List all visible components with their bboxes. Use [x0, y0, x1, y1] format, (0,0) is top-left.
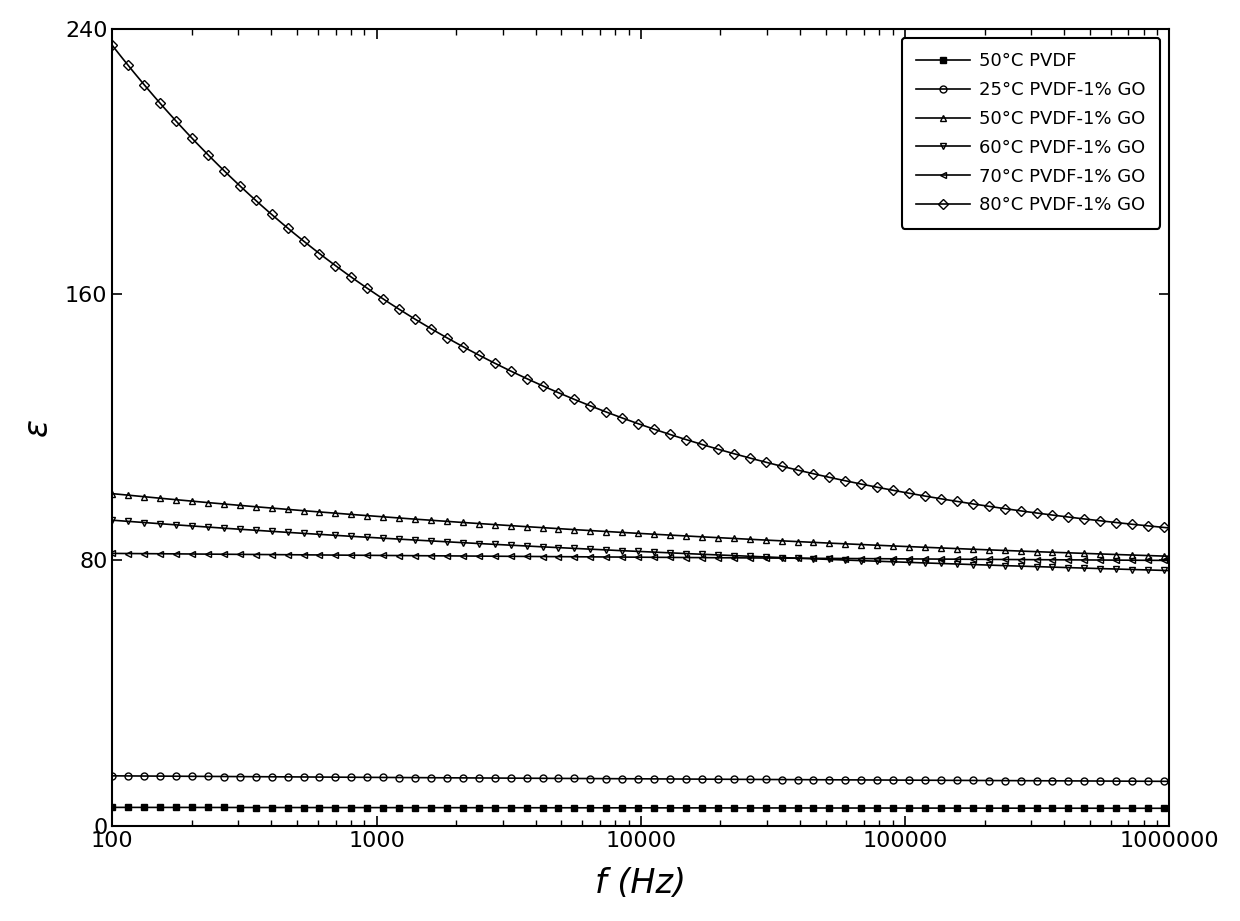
50°C PVDF-1% GO [169, 495, 184, 506]
70°C PVDF-1% GO [387, 550, 402, 561]
Line: 80°C PVDF-1% GO: 80°C PVDF-1% GO [109, 42, 1173, 531]
80°C PVDF-1% GO [301, 239, 316, 251]
60°C PVDF-1% GO [301, 528, 316, 539]
25°C PVDF-1% GO [1109, 775, 1123, 787]
Line: 50°C PVDF: 50°C PVDF [109, 804, 1173, 811]
50°C PVDF-1% GO [301, 506, 316, 517]
60°C PVDF-1% GO [1109, 564, 1123, 575]
80°C PVDF-1% GO [1109, 517, 1123, 528]
Y-axis label: ε: ε [21, 418, 53, 437]
50°C PVDF-1% GO [148, 492, 162, 503]
70°C PVDF-1% GO [1071, 554, 1086, 565]
60°C PVDF-1% GO [387, 533, 402, 544]
50°C PVDF [105, 802, 120, 813]
50°C PVDF-1% GO [1162, 551, 1177, 562]
60°C PVDF-1% GO [169, 519, 184, 530]
Line: 60°C PVDF-1% GO: 60°C PVDF-1% GO [109, 517, 1173, 574]
50°C PVDF-1% GO [105, 488, 120, 499]
80°C PVDF-1% GO [148, 91, 162, 102]
50°C PVDF-1% GO [387, 512, 402, 523]
70°C PVDF-1% GO [1162, 554, 1177, 565]
80°C PVDF-1% GO [1162, 522, 1177, 533]
Line: 25°C PVDF-1% GO: 25°C PVDF-1% GO [109, 773, 1173, 785]
60°C PVDF-1% GO [105, 515, 120, 526]
50°C PVDF [1109, 803, 1123, 814]
50°C PVDF-1% GO [1109, 549, 1123, 560]
Legend: 50°C PVDF, 25°C PVDF-1% GO, 50°C PVDF-1% GO, 60°C PVDF-1% GO, 70°C PVDF-1% GO, 8: 50°C PVDF, 25°C PVDF-1% GO, 50°C PVDF-1%… [901, 38, 1161, 229]
70°C PVDF-1% GO [148, 548, 162, 559]
50°C PVDF [301, 802, 316, 813]
25°C PVDF-1% GO [387, 772, 402, 783]
25°C PVDF-1% GO [1071, 775, 1086, 787]
60°C PVDF-1% GO [148, 518, 162, 529]
25°C PVDF-1% GO [148, 771, 162, 782]
50°C PVDF [169, 802, 184, 813]
25°C PVDF-1% GO [301, 772, 316, 783]
Line: 50°C PVDF-1% GO: 50°C PVDF-1% GO [109, 490, 1173, 560]
70°C PVDF-1% GO [301, 549, 316, 560]
70°C PVDF-1% GO [169, 548, 184, 559]
70°C PVDF-1% GO [1109, 554, 1123, 565]
70°C PVDF-1% GO [105, 548, 120, 559]
X-axis label: f (Hz): f (Hz) [595, 868, 686, 900]
50°C PVDF [148, 802, 162, 813]
60°C PVDF-1% GO [1162, 565, 1177, 577]
50°C PVDF [1162, 803, 1177, 814]
80°C PVDF-1% GO [1071, 513, 1086, 524]
25°C PVDF-1% GO [169, 771, 184, 782]
80°C PVDF-1% GO [387, 300, 402, 311]
25°C PVDF-1% GO [105, 770, 120, 781]
60°C PVDF-1% GO [1071, 563, 1086, 574]
80°C PVDF-1% GO [169, 115, 184, 126]
50°C PVDF-1% GO [1071, 548, 1086, 559]
25°C PVDF-1% GO [1162, 775, 1177, 787]
Line: 70°C PVDF-1% GO: 70°C PVDF-1% GO [109, 550, 1173, 564]
80°C PVDF-1% GO [105, 40, 120, 51]
50°C PVDF [1071, 803, 1086, 814]
50°C PVDF [387, 802, 402, 813]
